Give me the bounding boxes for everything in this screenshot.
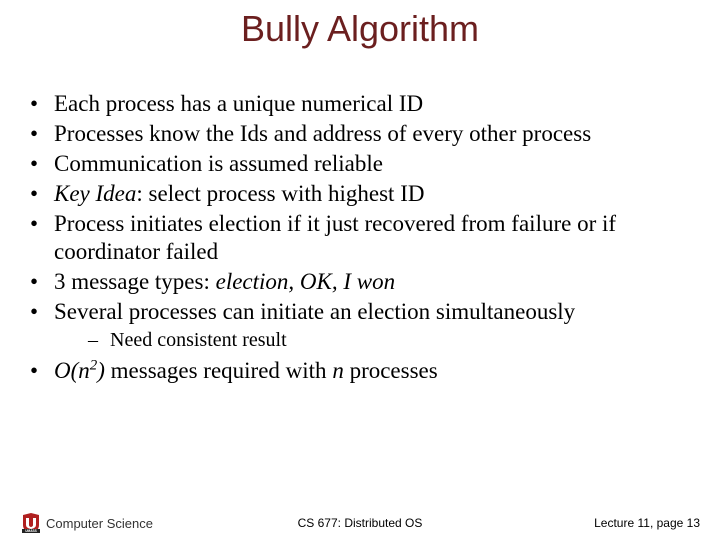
footer-center-text: CS 677: Distributed OS bbox=[298, 516, 423, 530]
bullet-item: 3 message types: election, OK, I won bbox=[22, 268, 698, 296]
bullet-item: O(n2) messages required with n processes bbox=[22, 357, 698, 385]
bullet-item: Key Idea: select process with highest ID bbox=[22, 180, 698, 208]
slide: Bully Algorithm Each process has a uniqu… bbox=[0, 8, 720, 540]
footer-left-text: Computer Science bbox=[46, 516, 153, 531]
footer: UMASS Computer Science CS 677: Distribut… bbox=[0, 508, 720, 538]
bullet-item: Process initiates election if it just re… bbox=[22, 210, 698, 266]
umass-logo-icon: UMASS bbox=[20, 512, 42, 534]
bullet-list: Each process has a unique numerical IDPr… bbox=[22, 90, 698, 385]
sub-bullet-list: Need consistent result bbox=[54, 328, 698, 353]
bullet-item: Several processes can initiate an electi… bbox=[22, 298, 698, 353]
sub-bullet-item: Need consistent result bbox=[54, 328, 698, 353]
bullet-item: Each process has a unique numerical ID bbox=[22, 90, 698, 118]
slide-body: Each process has a unique numerical IDPr… bbox=[0, 90, 720, 385]
footer-right-text: Lecture 11, page 13 bbox=[594, 516, 700, 530]
slide-title: Bully Algorithm bbox=[0, 8, 720, 50]
svg-text:UMASS: UMASS bbox=[25, 529, 37, 533]
bullet-item: Communication is assumed reliable bbox=[22, 150, 698, 178]
footer-left: UMASS Computer Science bbox=[20, 512, 153, 534]
bullet-item: Processes know the Ids and address of ev… bbox=[22, 120, 698, 148]
